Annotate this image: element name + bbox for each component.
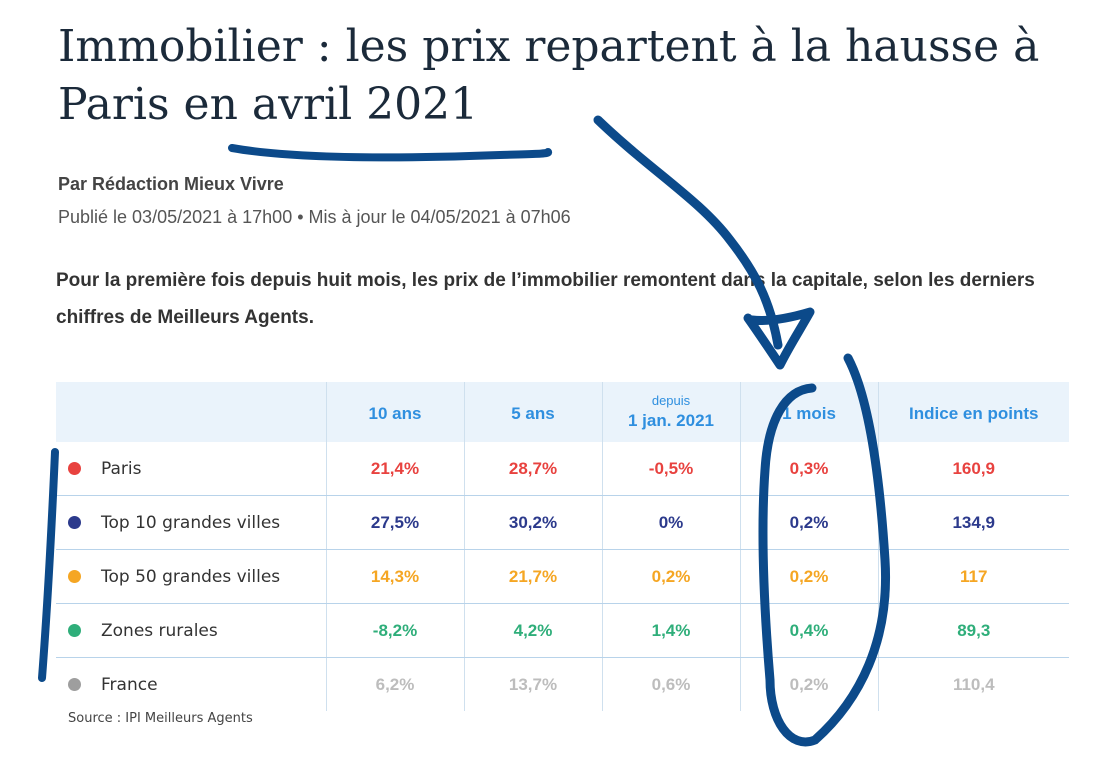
table-source: Source : IPI Meilleurs Agents: [68, 711, 253, 726]
cell: 28,7%: [463, 442, 602, 496]
cell: 1,4%: [601, 603, 740, 658]
article-byline: Par Rédaction Mieux Vivre: [58, 174, 284, 194]
legend-dot: [68, 461, 81, 475]
cell: 0%: [601, 495, 740, 550]
table-header-indice: Indice en points: [877, 382, 1069, 442]
cell: 117: [877, 549, 1069, 604]
left-margin-stroke: [38, 448, 59, 682]
table-row: Top 10 grandes villes 27,5% 30,2% 0% 0,2…: [56, 495, 1069, 550]
article-dates: Publié le 03/05/2021 à 17h00 • Mis à jou…: [58, 207, 571, 227]
price-table: 10 ans 5 ans depuis 1 jan. 2021 1 mois In…: [56, 382, 1069, 711]
cell: 21,4%: [325, 442, 464, 496]
table-header-since-jan: depuis 1 jan. 2021: [601, 382, 740, 442]
legend-dot: [68, 569, 81, 583]
legend-dot: [68, 623, 81, 637]
cell: 6,2%: [325, 657, 464, 711]
cell: 21,7%: [463, 549, 602, 604]
cell: 13,7%: [463, 657, 602, 711]
cell: 27,5%: [325, 495, 464, 550]
table-row: Paris 21,4% 28,7% -0,5% 0,3% 160,9: [56, 442, 1069, 496]
row-label: Paris: [56, 442, 326, 496]
row-label: Top 50 grandes villes: [56, 549, 326, 604]
cell: 4,2%: [463, 603, 602, 658]
legend-dot: [68, 515, 81, 529]
row-label: Top 10 grandes villes: [56, 495, 326, 550]
table-header-row: 10 ans 5 ans depuis 1 jan. 2021 1 mois In…: [56, 382, 1069, 442]
cell: 0,3%: [739, 442, 878, 496]
cell: 160,9: [877, 442, 1069, 496]
legend-dot: [68, 677, 81, 691]
table-header-empty: [56, 382, 326, 442]
cell: -0,5%: [601, 442, 740, 496]
cell: 14,3%: [325, 549, 464, 604]
table-row: France 6,2% 13,7% 0,6% 0,2% 110,4: [56, 657, 1069, 712]
cell: 0,4%: [739, 603, 878, 658]
cell: 110,4: [877, 657, 1069, 711]
table-header-1-mois: 1 mois: [739, 382, 878, 442]
row-label: Zones rurales: [56, 603, 326, 658]
article-lead: Pour la première fois depuis huit mois, …: [56, 270, 1035, 328]
cell: 134,9: [877, 495, 1069, 550]
cell: 0,2%: [739, 495, 878, 550]
cell: 0,2%: [601, 549, 740, 604]
cell: 89,3: [877, 603, 1069, 658]
table-header-10-ans: 10 ans: [325, 382, 464, 442]
table-header-5-ans: 5 ans: [463, 382, 602, 442]
cell: -8,2%: [325, 603, 464, 658]
title-underline-stroke: [228, 144, 553, 162]
cell: 0,2%: [739, 549, 878, 604]
article-title: Immobilier : les prix repartent à la hau…: [58, 21, 1040, 130]
cell: 0,2%: [739, 657, 878, 711]
cell: 30,2%: [463, 495, 602, 550]
row-label: France: [56, 658, 326, 712]
cell: 0,6%: [601, 657, 740, 711]
table-row: Top 50 grandes villes 14,3% 21,7% 0,2% 0…: [56, 549, 1069, 604]
table-row: Zones rurales -8,2% 4,2% 1,4% 0,4% 89,3: [56, 603, 1069, 658]
